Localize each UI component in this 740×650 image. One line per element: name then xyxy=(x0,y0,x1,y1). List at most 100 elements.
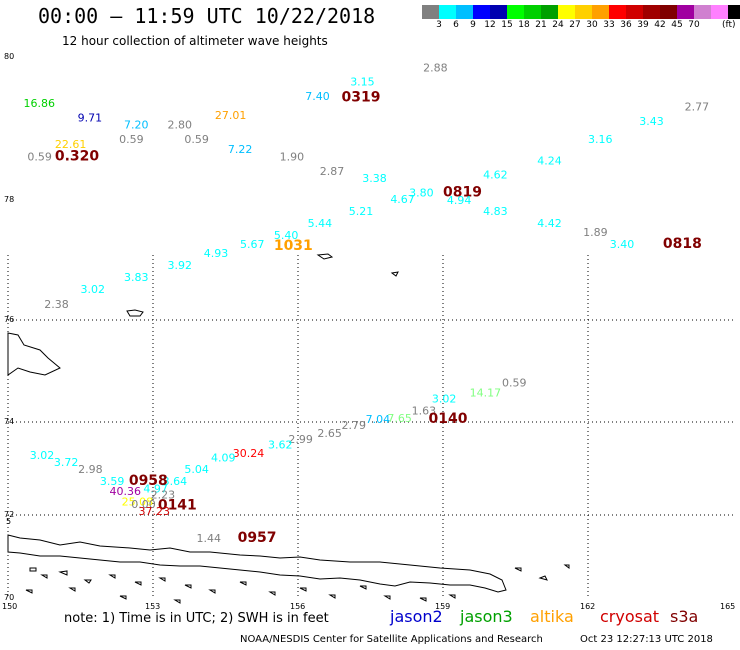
wave-height-label: 4.67 xyxy=(390,193,415,206)
legend-tick-label: 42 xyxy=(654,20,666,30)
legend-swatch xyxy=(524,5,541,19)
legend-tick-label: 27 xyxy=(569,20,581,30)
page-title: 00:00 – 11:59 UTC 10/22/2018 xyxy=(38,4,376,28)
wave-height-label: 14.17 xyxy=(470,387,502,400)
wave-height-label: 7.40 xyxy=(305,90,330,103)
pass-time-label: 0819 xyxy=(443,184,482,200)
wave-height-label: 3.02 xyxy=(30,449,55,462)
legend-tick-label: 9 xyxy=(470,20,476,30)
legend-tick-label: 15 xyxy=(501,20,513,30)
wave-height-label: 3.62 xyxy=(268,439,293,452)
wave-height-label: 0.59 xyxy=(119,133,143,146)
lat-label: 80 xyxy=(4,52,14,61)
timestamp: Oct 23 12:27:13 UTC 2018 xyxy=(580,634,713,645)
wave-height-label: 0.00 xyxy=(131,498,156,511)
lat-label: 72 xyxy=(4,510,14,519)
lon-label: 153 xyxy=(145,602,160,611)
pass-time-label: 1031 xyxy=(274,238,313,254)
wave-height-label: 1.89 xyxy=(583,226,608,239)
wave-height-label: 3.15 xyxy=(350,76,375,89)
wave-height-label: 37.23 xyxy=(139,505,171,518)
wave-height-label: 2.79 xyxy=(342,419,367,432)
pass-time-label: 0141 xyxy=(158,497,197,513)
pass-time-label: 0957 xyxy=(238,530,277,546)
wave-height-label: 7.65 xyxy=(387,412,412,425)
legend-tick-label: 30 xyxy=(586,20,598,30)
legend-swatch xyxy=(507,5,524,19)
wave-height-label: 1.44 xyxy=(197,532,222,545)
wave-height-label: 5.67 xyxy=(240,238,265,251)
legend-tick-label: 45 xyxy=(671,20,683,30)
wave-height-label: 7.04 xyxy=(366,413,391,426)
wave-height-label: 3.83 xyxy=(124,271,149,284)
wave-height-label: 5.44 xyxy=(308,217,333,230)
coast-small-islands xyxy=(25,564,570,604)
legend-swatch xyxy=(473,5,490,19)
pass-time-label: 0958 xyxy=(129,473,168,489)
pass-time-label: 0319 xyxy=(342,89,381,105)
legend-tick-label: 3 xyxy=(436,20,442,30)
wave-height-label: 7.20 xyxy=(124,119,149,132)
wave-height-label: 22.61 xyxy=(55,138,86,151)
wave-height-label: 9.71 xyxy=(78,111,103,124)
wave-height-label: 0.59 xyxy=(27,151,52,164)
wave-height-label: 2.99 xyxy=(288,433,313,446)
wave-height-label: 40.36 xyxy=(110,485,142,498)
pass-time-label: 0.320 xyxy=(55,149,100,165)
wave-height-label: 3.16 xyxy=(588,133,613,146)
legend-swatch xyxy=(660,5,677,19)
wave-height-label: 1.90 xyxy=(280,151,305,164)
wave-height-label: 5.40 xyxy=(274,229,299,242)
coast-siberia-west xyxy=(7,332,61,376)
satellite-label-altika: altika xyxy=(530,607,574,626)
satellite-label-cryosat: cryosat xyxy=(600,607,660,626)
wave-height-label: 4.94 xyxy=(447,194,472,207)
legend-swatch xyxy=(728,5,740,19)
legend-swatch xyxy=(422,5,439,19)
footer-note: note: 1) Time is in UTC; 2) SWH is in fe… xyxy=(64,611,329,626)
wave-height-label: 1.63 xyxy=(412,404,437,417)
wave-height-label: 30.24 xyxy=(233,447,265,460)
legend-tick-label: 36 xyxy=(620,20,632,30)
wave-height-label: 3.80 xyxy=(409,186,434,199)
legend-swatches xyxy=(422,5,740,19)
coast-island-2 xyxy=(316,253,334,260)
legend-tick-label: 33 xyxy=(603,20,615,30)
legend-swatch xyxy=(711,5,728,19)
wave-height-label: 4.97 xyxy=(143,483,168,496)
satellite-label-s3a: s3a xyxy=(670,607,699,626)
wave-height-label: 4.93 xyxy=(204,247,229,260)
lat-lon-grid xyxy=(7,255,733,598)
pass-time-label: 0140 xyxy=(429,411,468,427)
legend-swatch xyxy=(456,5,473,19)
wave-height-label: 2.65 xyxy=(317,427,342,440)
lon-label: 159 xyxy=(435,602,450,611)
lat-label: 78 xyxy=(4,195,14,204)
lat-label: 74 xyxy=(4,417,14,426)
wave-height-label: 3.92 xyxy=(168,259,193,272)
wave-height-label: 16.86 xyxy=(23,97,55,110)
legend-tick-label: 6 xyxy=(453,20,459,30)
wave-height-label: 2.87 xyxy=(320,165,345,178)
legend-labels: (ft) 3 6 9 12 15 18 21 24 27 30 33 36 39 42 45 70 xyxy=(422,19,740,33)
wave-height-label: 4.83 xyxy=(483,205,508,218)
legend-swatch xyxy=(592,5,609,19)
wave-height-label: 2.38 xyxy=(44,298,69,311)
wave-height-label: 2.98 xyxy=(78,463,103,476)
wave-height-label: 7.22 xyxy=(228,143,253,156)
coast-mainland xyxy=(7,534,507,593)
color-legend: (ft) 3 6 9 12 15 18 21 24 27 30 33 36 39 42 45 70 xyxy=(422,5,740,33)
wave-height-label: 3.43 xyxy=(639,115,664,128)
wave-height-label: 0.59 xyxy=(184,133,209,146)
satellite-label-jason3: jason3 xyxy=(460,607,513,626)
legend-swatch xyxy=(541,5,558,19)
lon-label: 162 xyxy=(580,602,595,611)
wave-height-label: 5.04 xyxy=(184,463,209,476)
wave-height-label: 3.64 xyxy=(163,475,188,488)
coast-island-3 xyxy=(390,271,399,277)
wave-height-label: 3.72 xyxy=(54,456,79,469)
lon-label: 165 xyxy=(720,602,735,611)
wave-height-label: 27.01 xyxy=(215,109,247,122)
wave-height-label: 4.24 xyxy=(537,154,562,167)
